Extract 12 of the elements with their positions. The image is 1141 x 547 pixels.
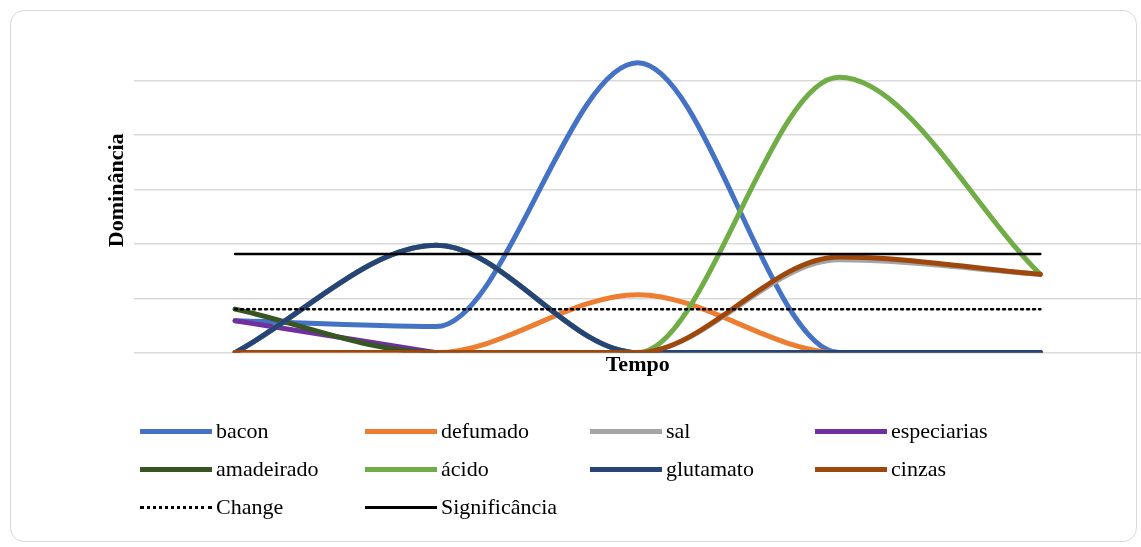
legend-label: glutamato (666, 456, 754, 482)
y-axis-title: Dominância (102, 133, 128, 248)
x-axis-title: Tempo (605, 351, 670, 377)
legend-label: cinzas (891, 456, 946, 482)
legend-label: sal (666, 418, 691, 444)
legend-label: Significância (441, 494, 558, 520)
legend-label: ácido (441, 456, 489, 482)
legend-label: especiarias (891, 418, 988, 444)
legend-label: amadeirado (216, 456, 319, 482)
legend-label: bacon (216, 418, 269, 444)
legend-label: Change (216, 494, 284, 520)
legend-label: defumado (441, 418, 529, 444)
